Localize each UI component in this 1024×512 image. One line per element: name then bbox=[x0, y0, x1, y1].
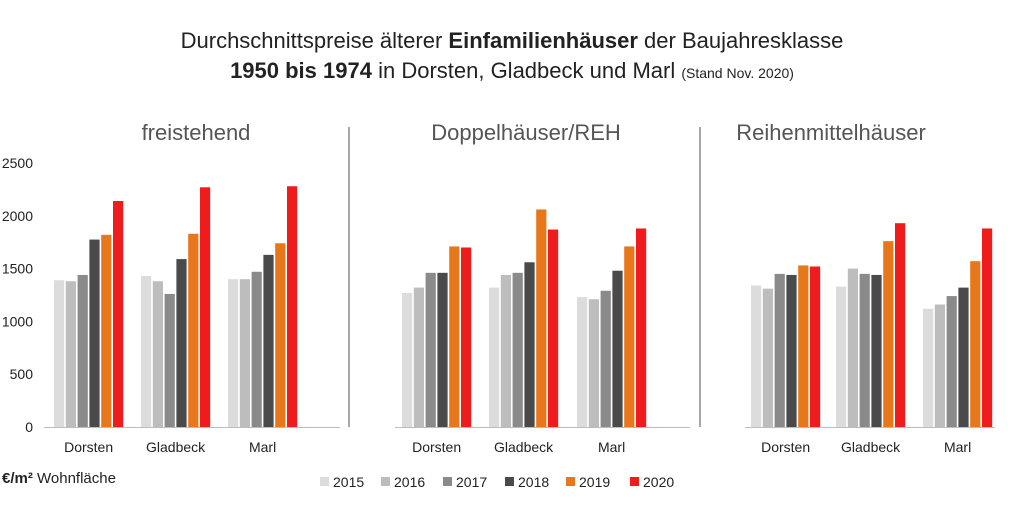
y-tick-label: 500 bbox=[10, 366, 34, 382]
y-tick-label: 2500 bbox=[2, 155, 33, 171]
bar bbox=[113, 201, 124, 427]
bar bbox=[176, 259, 187, 427]
bar bbox=[859, 273, 870, 427]
bar bbox=[895, 223, 906, 427]
bar bbox=[577, 297, 588, 427]
bar bbox=[89, 239, 100, 427]
bar bbox=[77, 274, 88, 427]
legend-label: 2019 bbox=[579, 474, 610, 490]
x-tick-label: Dorsten bbox=[412, 439, 461, 455]
bar bbox=[923, 308, 934, 427]
bar bbox=[461, 247, 472, 427]
bar bbox=[449, 246, 460, 427]
bar bbox=[624, 246, 635, 427]
legend-swatch bbox=[443, 477, 452, 486]
bar bbox=[101, 234, 112, 427]
title-part-2: der Baujahresklasse bbox=[637, 28, 844, 53]
bar bbox=[164, 293, 175, 427]
legend-swatch bbox=[566, 477, 575, 486]
bar bbox=[970, 261, 981, 427]
y-tick-label: 1500 bbox=[2, 261, 33, 277]
bar bbox=[152, 281, 163, 427]
bar bbox=[239, 279, 250, 427]
chart-title: Durchschnittspreise älterer Einfamilienh… bbox=[0, 26, 1024, 88]
title-part-1: Durchschnittspreise älterer bbox=[180, 28, 449, 53]
x-tick-label: Dorsten bbox=[761, 439, 810, 455]
bar bbox=[774, 273, 785, 427]
y-tick-label: 0 bbox=[25, 419, 33, 435]
x-tick-label: Marl bbox=[598, 439, 625, 455]
bar bbox=[402, 292, 413, 427]
bar bbox=[751, 285, 762, 427]
bar bbox=[946, 296, 957, 427]
bar bbox=[536, 209, 547, 427]
legend-swatch bbox=[505, 477, 514, 486]
panel-title: Doppelhäuser/REH bbox=[431, 120, 621, 145]
bar bbox=[425, 272, 436, 427]
title-bold-2: 1950 bis 1974 bbox=[230, 58, 372, 83]
y-axis-unit-label: €/m² Wohnfläche bbox=[2, 470, 116, 487]
x-tick-label: Gladbeck bbox=[841, 439, 901, 455]
bar bbox=[413, 287, 424, 427]
title-date-note: (Stand Nov. 2020) bbox=[681, 65, 794, 81]
title-part-3: in Dorsten, Gladbeck und Marl bbox=[371, 58, 682, 83]
bar bbox=[188, 233, 199, 427]
bar bbox=[883, 241, 894, 427]
legend-label: 2018 bbox=[518, 474, 549, 490]
bar bbox=[251, 271, 262, 427]
bar bbox=[548, 229, 559, 427]
legend-label: 2017 bbox=[456, 474, 487, 490]
bar bbox=[524, 262, 535, 427]
bar bbox=[54, 280, 65, 427]
x-tick-label: Gladbeck bbox=[494, 439, 554, 455]
bar bbox=[437, 272, 448, 427]
bar bbox=[934, 304, 945, 427]
legend-label: 2016 bbox=[394, 474, 425, 490]
bar bbox=[958, 287, 969, 427]
bar bbox=[836, 286, 847, 427]
bar bbox=[512, 272, 523, 427]
bar bbox=[982, 228, 993, 427]
legend-swatch bbox=[320, 477, 329, 486]
legend-label: 2015 bbox=[333, 474, 364, 490]
bar bbox=[810, 266, 821, 427]
x-tick-label: Marl bbox=[249, 439, 276, 455]
bar bbox=[65, 281, 76, 427]
bar bbox=[200, 187, 211, 427]
x-tick-label: Marl bbox=[944, 439, 971, 455]
bar bbox=[798, 265, 809, 427]
unit-text: Wohnfläche bbox=[32, 470, 116, 487]
x-tick-label: Dorsten bbox=[64, 439, 113, 455]
bar bbox=[636, 228, 647, 427]
x-tick-label: Gladbeck bbox=[146, 439, 206, 455]
bar bbox=[786, 274, 797, 427]
bar bbox=[263, 254, 274, 427]
legend-label: 2020 bbox=[643, 474, 674, 490]
title-bold-1: Einfamilienhäuser bbox=[448, 28, 638, 53]
bar bbox=[489, 287, 500, 427]
panel-title: freistehend bbox=[142, 120, 251, 145]
legend-swatch bbox=[381, 477, 390, 486]
legend-swatch bbox=[630, 477, 639, 486]
bar bbox=[600, 290, 611, 427]
bar bbox=[871, 274, 882, 427]
unit-symbol: €/m² bbox=[2, 470, 33, 487]
bar bbox=[228, 279, 239, 427]
bar bbox=[612, 270, 623, 427]
bar bbox=[762, 288, 773, 427]
y-tick-label: 1000 bbox=[2, 313, 33, 329]
bar bbox=[847, 268, 858, 427]
panel-title: Reihenmittelhäuser bbox=[736, 120, 926, 145]
bar bbox=[275, 243, 286, 427]
bar bbox=[141, 275, 152, 427]
y-tick-label: 2000 bbox=[2, 208, 33, 224]
bar bbox=[500, 274, 511, 427]
bar bbox=[588, 299, 599, 427]
bar bbox=[287, 186, 298, 427]
